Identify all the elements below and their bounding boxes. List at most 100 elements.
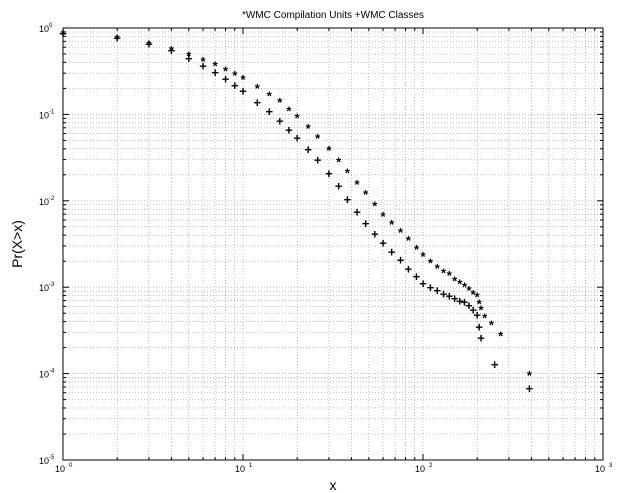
x-tick-label: 10 [415,464,425,474]
star-marker: * [255,81,261,96]
star-marker: * [345,166,351,181]
plus-marker: + [475,320,483,335]
tick-labels: 10 0 10 1 10 2 10 310 -510 -410 -310 -210 -110 0 [39,23,613,474]
star-marker: * [336,154,342,169]
star-marker: * [372,199,378,214]
star-marker: * [295,110,301,125]
y-tick-exponent: -4 [49,369,55,375]
y-tick-label: 10 [39,197,49,207]
plus-marker: + [465,298,473,313]
plus-marker: + [456,294,464,309]
plus-marker: + [440,286,448,301]
plus-marker: + [145,37,153,52]
plus-marker: + [239,83,247,98]
star-marker: * [414,242,420,257]
star-marker: * [223,63,229,78]
plus-marker: + [276,113,284,128]
star-marker: * [60,27,66,42]
y-tick-exponent: 0 [49,23,53,29]
chart-title: *WMC Compilation Units +WMC Classes [242,10,424,21]
plus-marker: + [427,280,435,295]
plus-marker: + [353,205,361,220]
x-tick-label: 10 [55,464,65,474]
plus-marker: + [168,43,176,58]
plus-marker: + [451,291,459,306]
plot-frame [62,27,604,461]
plus-marker: + [379,235,387,250]
star-marker: * [527,368,533,383]
plus-marker: + [325,166,333,181]
star-marker: * [462,280,468,295]
plus-marker: + [477,331,485,346]
grid [63,28,603,460]
star-marker: * [326,143,332,158]
plus-marker: + [222,72,230,87]
x-tick-label: 10 [595,464,605,474]
plus-marker: + [362,216,370,231]
plus-marker: + [446,289,454,304]
y-tick-label: 10 [39,283,49,293]
star-marker: * [169,43,175,58]
plus-marker: + [473,308,481,323]
plus-marker: + [253,95,261,110]
data-markers: * * * * * * * * * *** ** ************** * * * * * * * * * ***… [59,26,533,396]
plus-marker: + [397,252,405,267]
plus-marker: + [285,122,293,137]
y-tick-label: 10 [39,456,49,466]
star-marker: * [381,209,387,224]
star-marker: * [482,311,488,326]
star-marker: * [389,217,395,232]
x-tick-exponent: 3 [609,463,613,469]
star-marker: * [441,266,447,281]
y-tick-exponent: -1 [49,109,55,115]
star-marker: * [201,54,207,69]
plus-marker: + [461,295,469,310]
star-marker: * [363,187,369,202]
star-marker: * [232,68,238,83]
plus-marker: + [405,261,413,276]
star-marker: * [115,31,121,46]
star-marker: * [186,49,192,64]
star-marker: * [471,287,477,302]
star-marker: * [452,273,458,288]
star-marker: * [420,249,426,264]
y-tick-label: 10 [39,24,49,34]
plus-marker: + [413,269,421,284]
star-marker: * [213,58,219,73]
star-marker: * [466,283,472,298]
tick-marks [62,28,603,461]
star-marker: * [435,261,441,276]
plus-marker: + [266,104,274,119]
star-marker: * [489,318,495,333]
plus-marker: + [231,78,239,93]
star-marker: * [277,95,283,110]
plus-marker: + [371,226,379,241]
plus-marker: + [335,179,343,194]
star-marker: * [447,268,453,283]
plus-marker: + [491,357,499,372]
plus-marker: + [199,58,207,73]
plus-marker: + [211,65,219,80]
star-marker: * [306,121,312,136]
plus-marker: + [314,153,322,168]
plus-marker: + [469,303,477,318]
y-tick-label: 10 [39,110,49,120]
y-tick-exponent: -5 [49,455,55,461]
star-marker: * [477,297,483,312]
x-tick-exponent: 1 [249,463,253,469]
plus-marker: + [113,30,121,45]
star-marker: * [286,104,292,119]
plus-marker: + [526,381,534,396]
plus-marker: + [59,26,67,41]
plus-marker: + [304,142,312,157]
plus-marker: + [293,131,301,146]
plus-marker: + [344,192,352,207]
x-axis-label: x [330,477,337,493]
y-axis-label: Pr(X>x) [9,220,25,268]
plus-marker: + [433,283,441,298]
star-marker: * [428,255,434,270]
x-tick-exponent: 0 [69,463,73,469]
star-marker: * [498,328,504,343]
